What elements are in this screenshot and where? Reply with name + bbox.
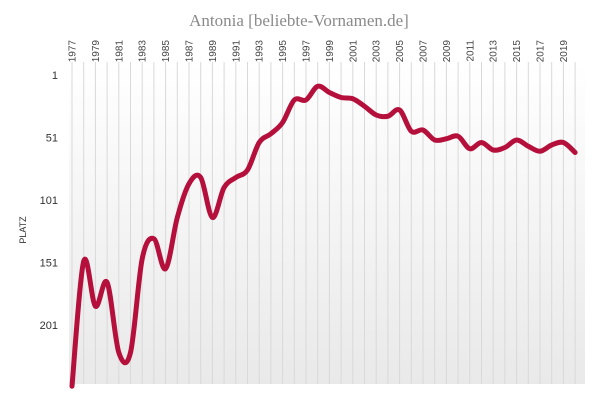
x-tick-label: 1977 [68, 40, 79, 63]
x-tick-label: 1995 [278, 40, 289, 63]
x-tick-label: 2019 [559, 40, 570, 63]
x-tick-label: 1991 [231, 40, 242, 63]
x-tick-label: 2005 [395, 40, 406, 63]
chart-title: Antonia [beliebte-Vornamen.de] [189, 11, 409, 30]
y-tick-label: 1 [52, 70, 58, 82]
x-tick-label: 2013 [489, 40, 500, 63]
y-tick-label: 101 [40, 195, 58, 207]
x-tick-label: 2009 [442, 40, 453, 63]
x-axis-tick-labels: 1977 1979 1981 1983 1985 1987 1989 1991 1993 1995… [68, 40, 570, 63]
x-tick-label: 2011 [465, 40, 476, 62]
x-tick-label: 1983 [138, 40, 149, 63]
x-tick-label: 1987 [185, 40, 196, 63]
x-tick-label: 1981 [114, 40, 125, 63]
y-tick-label: 201 [40, 320, 58, 332]
x-tick-label: 2015 [512, 40, 523, 63]
x-tick-label: 1999 [325, 40, 336, 63]
x-tick-label: 2001 [348, 40, 359, 63]
series-line [69, 83, 578, 389]
x-tick-label: 1993 [255, 40, 266, 63]
plot-background [69, 62, 585, 384]
y-tick-label: 151 [40, 258, 58, 270]
x-tick-label: 2003 [372, 40, 383, 63]
x-tick-label: 1997 [302, 40, 313, 63]
y-axis-label: PLATZ [18, 216, 28, 244]
x-tick-label: 2017 [536, 40, 547, 63]
series-layer [69, 83, 578, 389]
y-tick-label: 51 [46, 133, 58, 145]
x-tick-label: 1989 [208, 40, 219, 63]
vertical-gridlines [71, 62, 576, 384]
x-tick-label: 2007 [419, 40, 430, 63]
x-tick-label: 1979 [91, 40, 102, 63]
x-tick-label: 1985 [161, 40, 172, 63]
